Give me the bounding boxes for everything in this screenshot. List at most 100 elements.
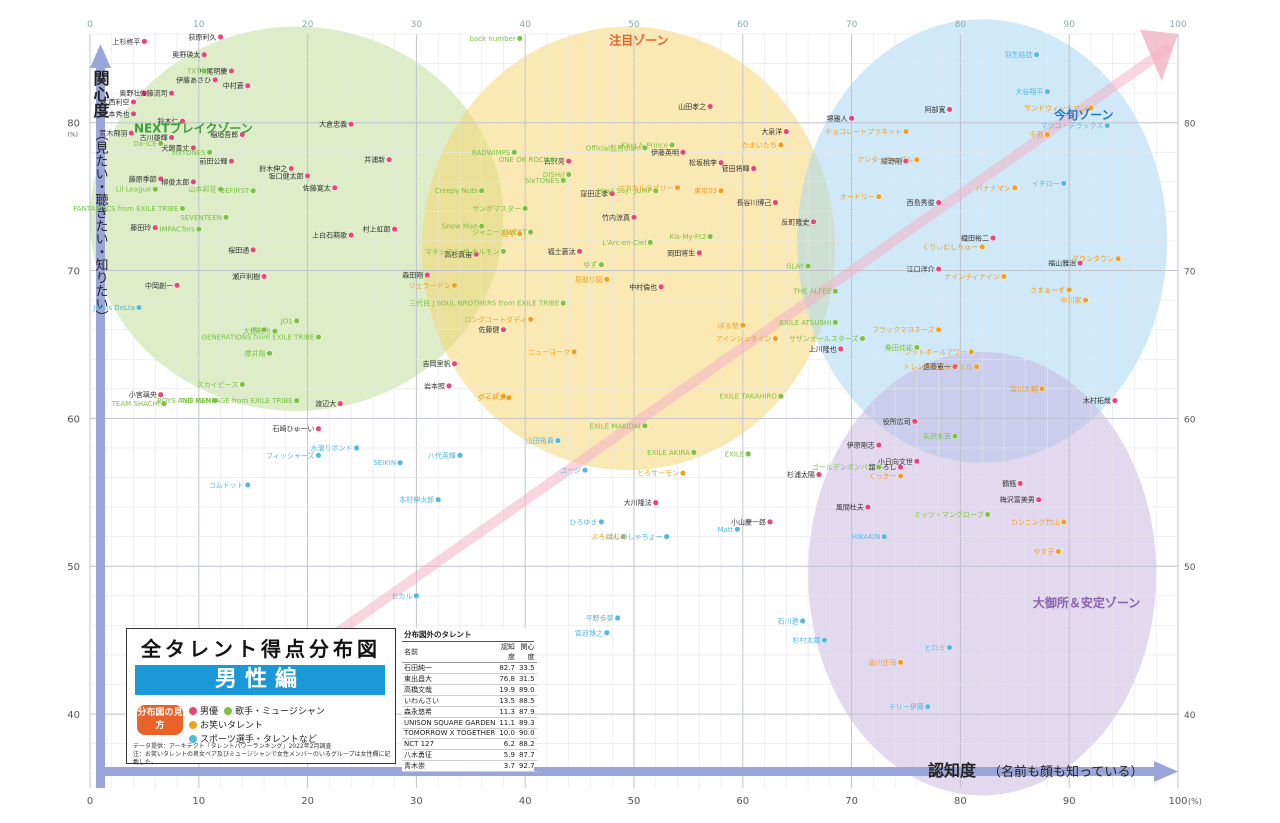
zone-label: 大御所＆安定ゾーン — [1033, 595, 1140, 610]
diagonal-arrow — [237, 43, 1173, 705]
data-point — [527, 316, 534, 323]
x-tick-label-top: 60 — [737, 20, 749, 30]
y-axis-note: （見たい・聴きたい・知りたい） — [93, 128, 109, 323]
legend-label: スポーツ選手・タレントなど — [200, 735, 317, 745]
data-point-label: 遠藤憲一 — [923, 362, 951, 371]
data-point-label: 山本彩花 — [189, 185, 217, 194]
legend-item: スポーツ選手・タレントなど — [189, 733, 317, 747]
data-point-label: Da-iCE — [133, 140, 156, 148]
data-point-label: ユージ — [560, 467, 581, 475]
data-point-label: SEVENTEEN — [180, 214, 222, 222]
data-point-label: INI — [251, 326, 260, 334]
data-point-label: 中尾明慶 — [199, 66, 227, 75]
data-point-label: EXILE ATSUSHI — [780, 319, 832, 327]
legend-label: 男優 — [200, 707, 219, 717]
data-point — [1055, 548, 1062, 555]
data-point — [821, 637, 828, 644]
data-point — [511, 149, 518, 156]
data-point-label: 東京03 — [694, 186, 717, 195]
data-point-label: アンタッチャブル — [857, 155, 913, 164]
data-point-label: Hey! Say! JUMP — [598, 187, 652, 195]
x-unit: (%) — [1188, 797, 1202, 806]
data-point — [951, 433, 959, 440]
data-point — [609, 190, 616, 197]
legend-swatch — [189, 735, 197, 743]
data-point — [212, 76, 219, 83]
x-tick-label-bottom: 80 — [954, 796, 967, 807]
table-row: 八木勇征 5.9 87.7 — [402, 749, 537, 761]
data-point-label: ダイアン — [477, 393, 505, 402]
data-point-label: 西島秀俊 — [907, 198, 935, 207]
data-point — [783, 128, 790, 135]
x-tick-label-bottom: 0 — [87, 796, 93, 807]
data-point — [875, 464, 882, 471]
data-point-label: 堺雅人 — [827, 114, 848, 123]
data-point — [641, 422, 648, 429]
data-point — [897, 473, 904, 480]
data-point-label: back number — [470, 35, 516, 43]
data-point-label: 佐藤流司 — [140, 89, 168, 98]
table-cell: 11.3 — [497, 706, 517, 718]
data-point-label: EXILE TAKAHIRO — [720, 393, 778, 401]
data-point-label: さまぁ～ず — [1030, 285, 1065, 294]
data-point — [1087, 104, 1095, 111]
data-point-label: 犬飼貴丈 — [161, 143, 189, 152]
data-point-label: SixTONES — [171, 149, 206, 157]
data-point-label: GLAY — [786, 263, 805, 271]
data-point-label: ONE OK ROCK — [499, 156, 549, 164]
table-cell: 89.3 — [516, 717, 537, 729]
data-point — [897, 464, 904, 471]
data-point-label: 奥野壮 — [119, 89, 140, 98]
data-point-label: 吉岡里帆 — [422, 359, 450, 368]
table-cell: 東出昌大 — [402, 673, 498, 685]
data-point-label: ゴールデンボンバー — [812, 463, 875, 472]
data-point — [141, 38, 148, 45]
outside-table-header: 名前 認知度 関心度 — [402, 642, 537, 663]
data-point-label: 竹内涼真 — [602, 213, 630, 222]
data-point — [135, 304, 143, 311]
data-point — [696, 249, 703, 256]
outside-talent-table: 分布図外のタレント 名前 認知度 関心度 石田純一 82.7 33.5 東出昌大 76.8 3… — [402, 628, 537, 772]
data-point — [924, 703, 931, 710]
data-point-label: フットボールアワー — [904, 348, 967, 356]
data-point-label: ロングコートダディ — [464, 315, 527, 324]
data-point — [745, 450, 752, 457]
data-point — [331, 184, 338, 191]
data-point — [1000, 273, 1007, 280]
legend-swatch — [189, 721, 197, 729]
data-point — [913, 458, 920, 465]
data-point-label: 蛙亭 — [502, 229, 516, 238]
data-point — [772, 335, 779, 342]
table-cell: 11.1 — [497, 717, 517, 729]
data-point — [456, 452, 463, 459]
x-tick-label-top: 50 — [628, 20, 640, 30]
data-point — [266, 350, 273, 357]
table-cell: NCT 127 — [402, 738, 498, 750]
table-cell: 88.5 — [516, 695, 537, 707]
data-point — [560, 177, 567, 184]
data-point-label: ジャニーズWEST — [472, 228, 527, 237]
data-point — [1082, 297, 1089, 304]
data-point-label: 中村蒼 — [223, 81, 244, 90]
data-point-label: かまいたち — [742, 141, 777, 149]
data-point — [217, 33, 224, 41]
data-point-label: 桑田佳祐 — [885, 343, 913, 352]
data-point — [348, 121, 355, 128]
table-row: いわんさい 13.5 88.5 — [402, 695, 537, 707]
zone-label: 今旬ゾーン — [1053, 107, 1113, 122]
x-tick-label-top: 100 — [1169, 20, 1186, 30]
data-point-label: やす子 — [1033, 548, 1054, 556]
data-point-label: Kis-My-Ft2 — [670, 233, 707, 241]
axes-layer: 0 0 10 10 20 20 30 30 40 40 50 50 60 60 70 70 80 80 90 90 10… — [67, 20, 1202, 807]
data-point-label: Lil League — [116, 186, 152, 194]
data-point — [1035, 496, 1042, 503]
data-point — [478, 187, 485, 194]
data-point-label: FANTASTICS from EXILE TRIBE — [73, 205, 178, 213]
data-point — [353, 444, 360, 452]
data-point-label: ひろゆき — [569, 518, 597, 526]
data-point-label: 長谷川博己 — [736, 198, 771, 207]
table-cell: 10.0 — [497, 728, 517, 739]
data-point — [946, 106, 953, 113]
data-point — [598, 518, 605, 525]
data-point — [565, 158, 572, 165]
